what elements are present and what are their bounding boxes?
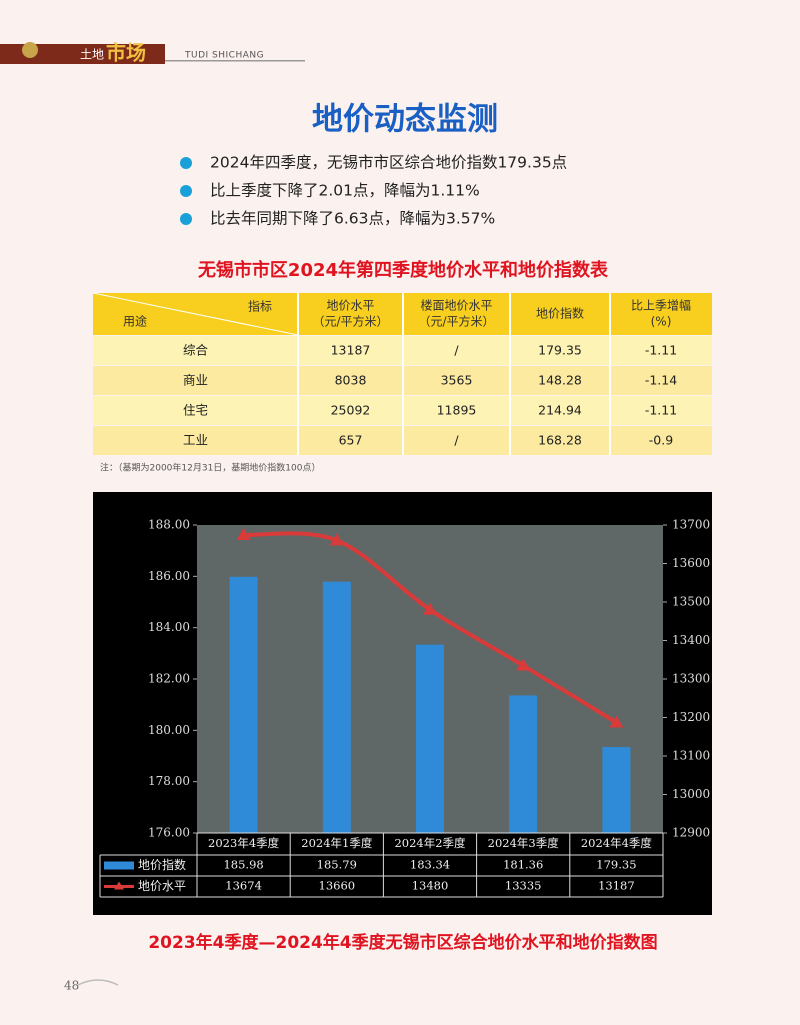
x-tick-label: 2024年3季度	[488, 836, 560, 850]
corner-top: 指标	[248, 299, 272, 314]
bar	[509, 695, 538, 833]
table-cell: 13187	[331, 343, 371, 358]
data-table-value: 185.98	[223, 858, 263, 872]
data-table-value: 185.79	[317, 858, 357, 872]
x-tick-label: 2024年4季度	[581, 836, 653, 850]
bullet-dot	[180, 157, 192, 169]
line-marker	[609, 715, 624, 728]
bullet-dot	[180, 185, 192, 197]
y2-tick-label: 13000	[672, 787, 710, 801]
bullet-text: 比上季度下降了2.01点，降幅为1.11%	[210, 182, 480, 200]
table-cell: /	[454, 433, 459, 448]
table-cell: 168.28	[538, 433, 582, 448]
y2-tick-label: 13700	[672, 518, 710, 532]
page-number: 48	[64, 979, 79, 993]
column-header: 比上季增幅	[631, 298, 691, 313]
table-cell: -1.11	[645, 343, 677, 358]
header-rule	[165, 60, 305, 62]
table-cell: 25092	[331, 403, 371, 418]
table-cell: 3565	[441, 373, 473, 388]
x-tick-label: 2024年2季度	[394, 836, 466, 850]
footer-ornament	[77, 979, 119, 986]
data-table-value: 13480	[412, 879, 449, 893]
header-brand: 市场	[106, 41, 146, 65]
bullet-text: 比去年同期下降了6.63点，降幅为3.57%	[210, 210, 495, 228]
header-ornament	[22, 42, 38, 58]
y2-tick-label: 13300	[672, 672, 710, 686]
x-tick-label: 2024年1季度	[301, 836, 373, 850]
line-marker	[329, 533, 344, 546]
table-cell: 148.28	[538, 373, 582, 388]
legend-swatch	[104, 861, 134, 870]
bullet-dot	[180, 213, 192, 225]
table-cell: -0.9	[649, 433, 673, 448]
table-cell: 综合	[183, 343, 209, 358]
table-cell: 657	[339, 433, 363, 448]
table-cell: 商业	[183, 373, 208, 388]
table-cell: /	[454, 343, 459, 358]
y-tick-label: 188.00	[148, 518, 190, 532]
y2-tick-label: 13600	[672, 556, 710, 570]
y2-tick-label: 13100	[672, 749, 710, 763]
y2-tick-label: 13500	[672, 595, 710, 609]
table-cell: 11895	[437, 403, 477, 418]
data-table-value: 179.35	[596, 858, 636, 872]
column-header: 楼面地价水平	[420, 298, 492, 313]
data-table-value: 183.34	[410, 858, 450, 872]
table-cell: 住宅	[183, 403, 208, 418]
corner-diagonal	[92, 292, 299, 336]
line-marker	[423, 602, 437, 615]
table-note: 注：（基期为2000年12月31日，基期地价指数100点）	[100, 462, 321, 474]
bar	[229, 576, 258, 833]
bar	[322, 581, 351, 833]
y-tick-label: 184.00	[148, 620, 190, 634]
column-header: 地价水平	[326, 299, 374, 313]
table-cell: 179.35	[538, 343, 582, 358]
header-band	[0, 44, 165, 64]
y2-tick-label: 13200	[672, 710, 710, 724]
table-cell: 8038	[335, 373, 367, 388]
column-header: （元/平方米）	[418, 314, 494, 329]
y-tick-label: 178.00	[148, 774, 190, 788]
data-table-value: 13187	[598, 879, 635, 893]
column-header: (%)	[651, 315, 672, 329]
line-marker	[516, 658, 531, 671]
y-tick-label: 182.00	[148, 672, 190, 686]
y2-tick-label: 12900	[672, 826, 710, 840]
table-cell: -1.14	[645, 373, 677, 388]
data-table-value: 181.36	[503, 858, 543, 872]
chart-caption: 2023年4季度—2024年4季度无锡市区综合地价水平和地价指数图	[148, 932, 657, 953]
y-tick-label: 180.00	[148, 723, 190, 737]
table-title: 无锡市市区2024年第四季度地价水平和地价指数表	[198, 259, 609, 281]
corner-bottom: 用途	[123, 314, 147, 329]
y-tick-label: 186.00	[148, 569, 190, 583]
line-marker	[236, 528, 251, 541]
data-table-value: 13660	[319, 879, 356, 893]
bullet-text: 2024年四季度，无锡市市区综合地价指数179.35点	[210, 154, 567, 172]
table-cell: 214.94	[538, 403, 582, 418]
data-table-value: 13335	[505, 879, 542, 893]
bar	[602, 747, 631, 833]
page-title: 地价动态监测	[312, 102, 498, 138]
table-cell: 工业	[183, 433, 208, 448]
bar	[416, 644, 444, 833]
y-tick-label: 176.00	[148, 826, 190, 840]
legend-label: 地价指数	[138, 857, 186, 872]
x-tick-label: 2023年4季度	[208, 836, 280, 850]
column-header: （元/平方米）	[312, 314, 388, 329]
legend-swatch	[114, 881, 124, 890]
data-table-value: 13674	[225, 879, 262, 893]
y2-tick-label: 13400	[672, 633, 710, 647]
header-pinyin: TUDI SHICHANG	[184, 51, 264, 61]
column-header: 地价指数	[536, 306, 584, 321]
legend-label: 地价水平	[138, 879, 186, 893]
table-cell: -1.11	[645, 403, 677, 418]
header-section: 土地	[80, 48, 104, 62]
